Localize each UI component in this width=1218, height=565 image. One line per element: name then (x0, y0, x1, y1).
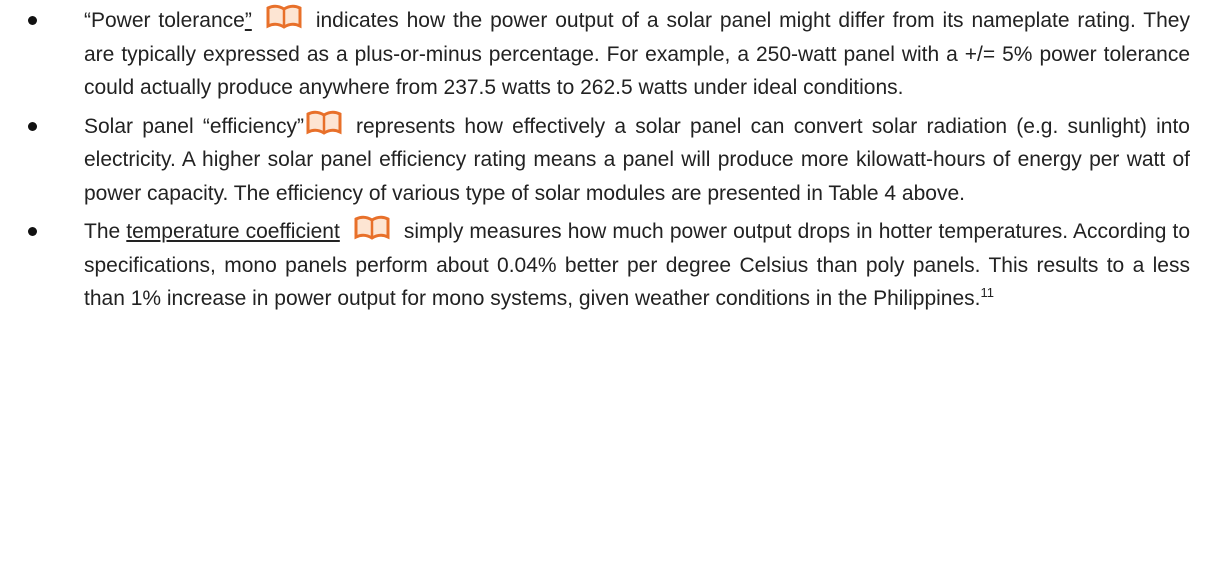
bullet: Solar panel “efficiency” represents how e… (28, 110, 1190, 211)
lead: “Power tolerance (84, 9, 245, 32)
bullet-list: “Power tolerance” indicates how the power… (0, 4, 1218, 316)
underlined: temperature coefficient (126, 220, 340, 243)
text: simply measures how much power output dr… (84, 220, 1191, 310)
text: indicates how the power output of a sola… (84, 9, 1190, 99)
bullet: The temperature coefficient simply measur… (28, 215, 1191, 316)
book-icon[interactable] (266, 4, 302, 30)
lead: Solar panel “efficiency” (84, 114, 304, 138)
lead: The (84, 220, 127, 243)
text: represents how effectively a solar panel… (84, 114, 1190, 205)
book-icon[interactable] (306, 110, 342, 136)
footnote: 11 (980, 285, 995, 300)
underlined: ” (244, 9, 252, 32)
bullet: “Power tolerance” indicates how the power… (28, 4, 1190, 105)
book-icon[interactable] (354, 215, 390, 241)
